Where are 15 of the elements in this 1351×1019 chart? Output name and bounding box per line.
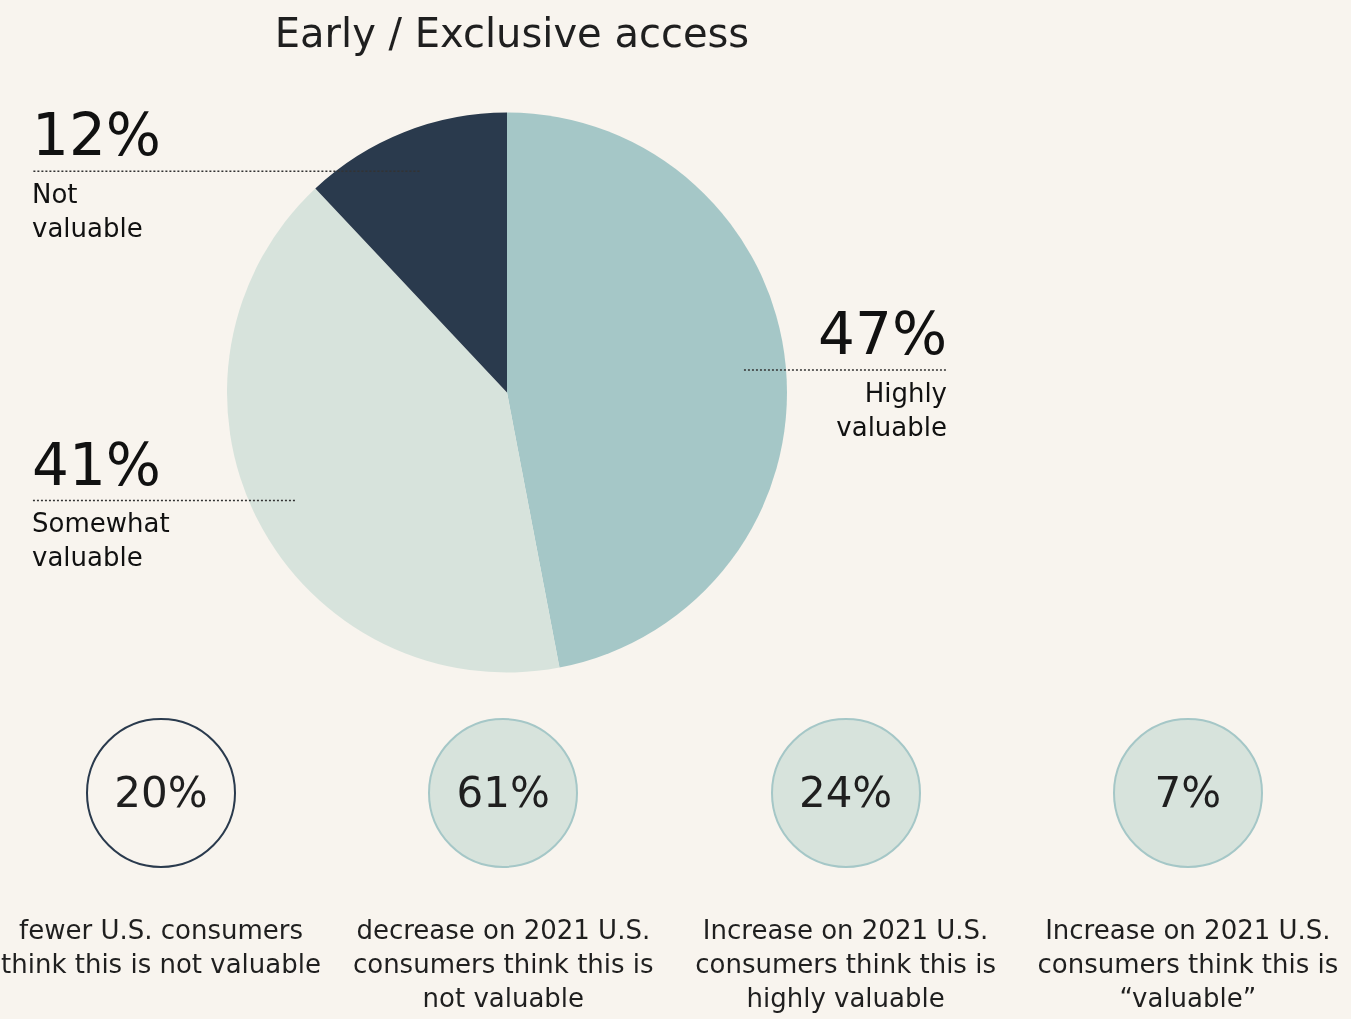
text: 20% xyxy=(113,767,209,819)
slice-label: Highly valuable xyxy=(836,377,947,442)
text: fewer U.S. consumers think this is not valuable xyxy=(0,914,322,981)
text: 24% xyxy=(797,767,894,819)
text: 61% xyxy=(455,767,551,819)
text: decrease on 2021 U.S. consumers think this is not valuable xyxy=(351,914,655,1015)
text: Increase on 2021 U.S. consumers think this is “valuable” xyxy=(1036,914,1340,1015)
text: 7% xyxy=(1153,767,1223,819)
data-label: 47% xyxy=(818,300,947,369)
slice-label: Not valuable xyxy=(32,178,143,243)
chart-title: Early / Exclusive access xyxy=(273,10,751,56)
slice-label: Somewhat valuable xyxy=(32,508,170,573)
text: Increase on 2021 U.S. consumers think this is highly valuable xyxy=(694,914,997,1015)
data-label: 41% xyxy=(32,430,161,499)
data-label: 12% xyxy=(32,101,161,170)
